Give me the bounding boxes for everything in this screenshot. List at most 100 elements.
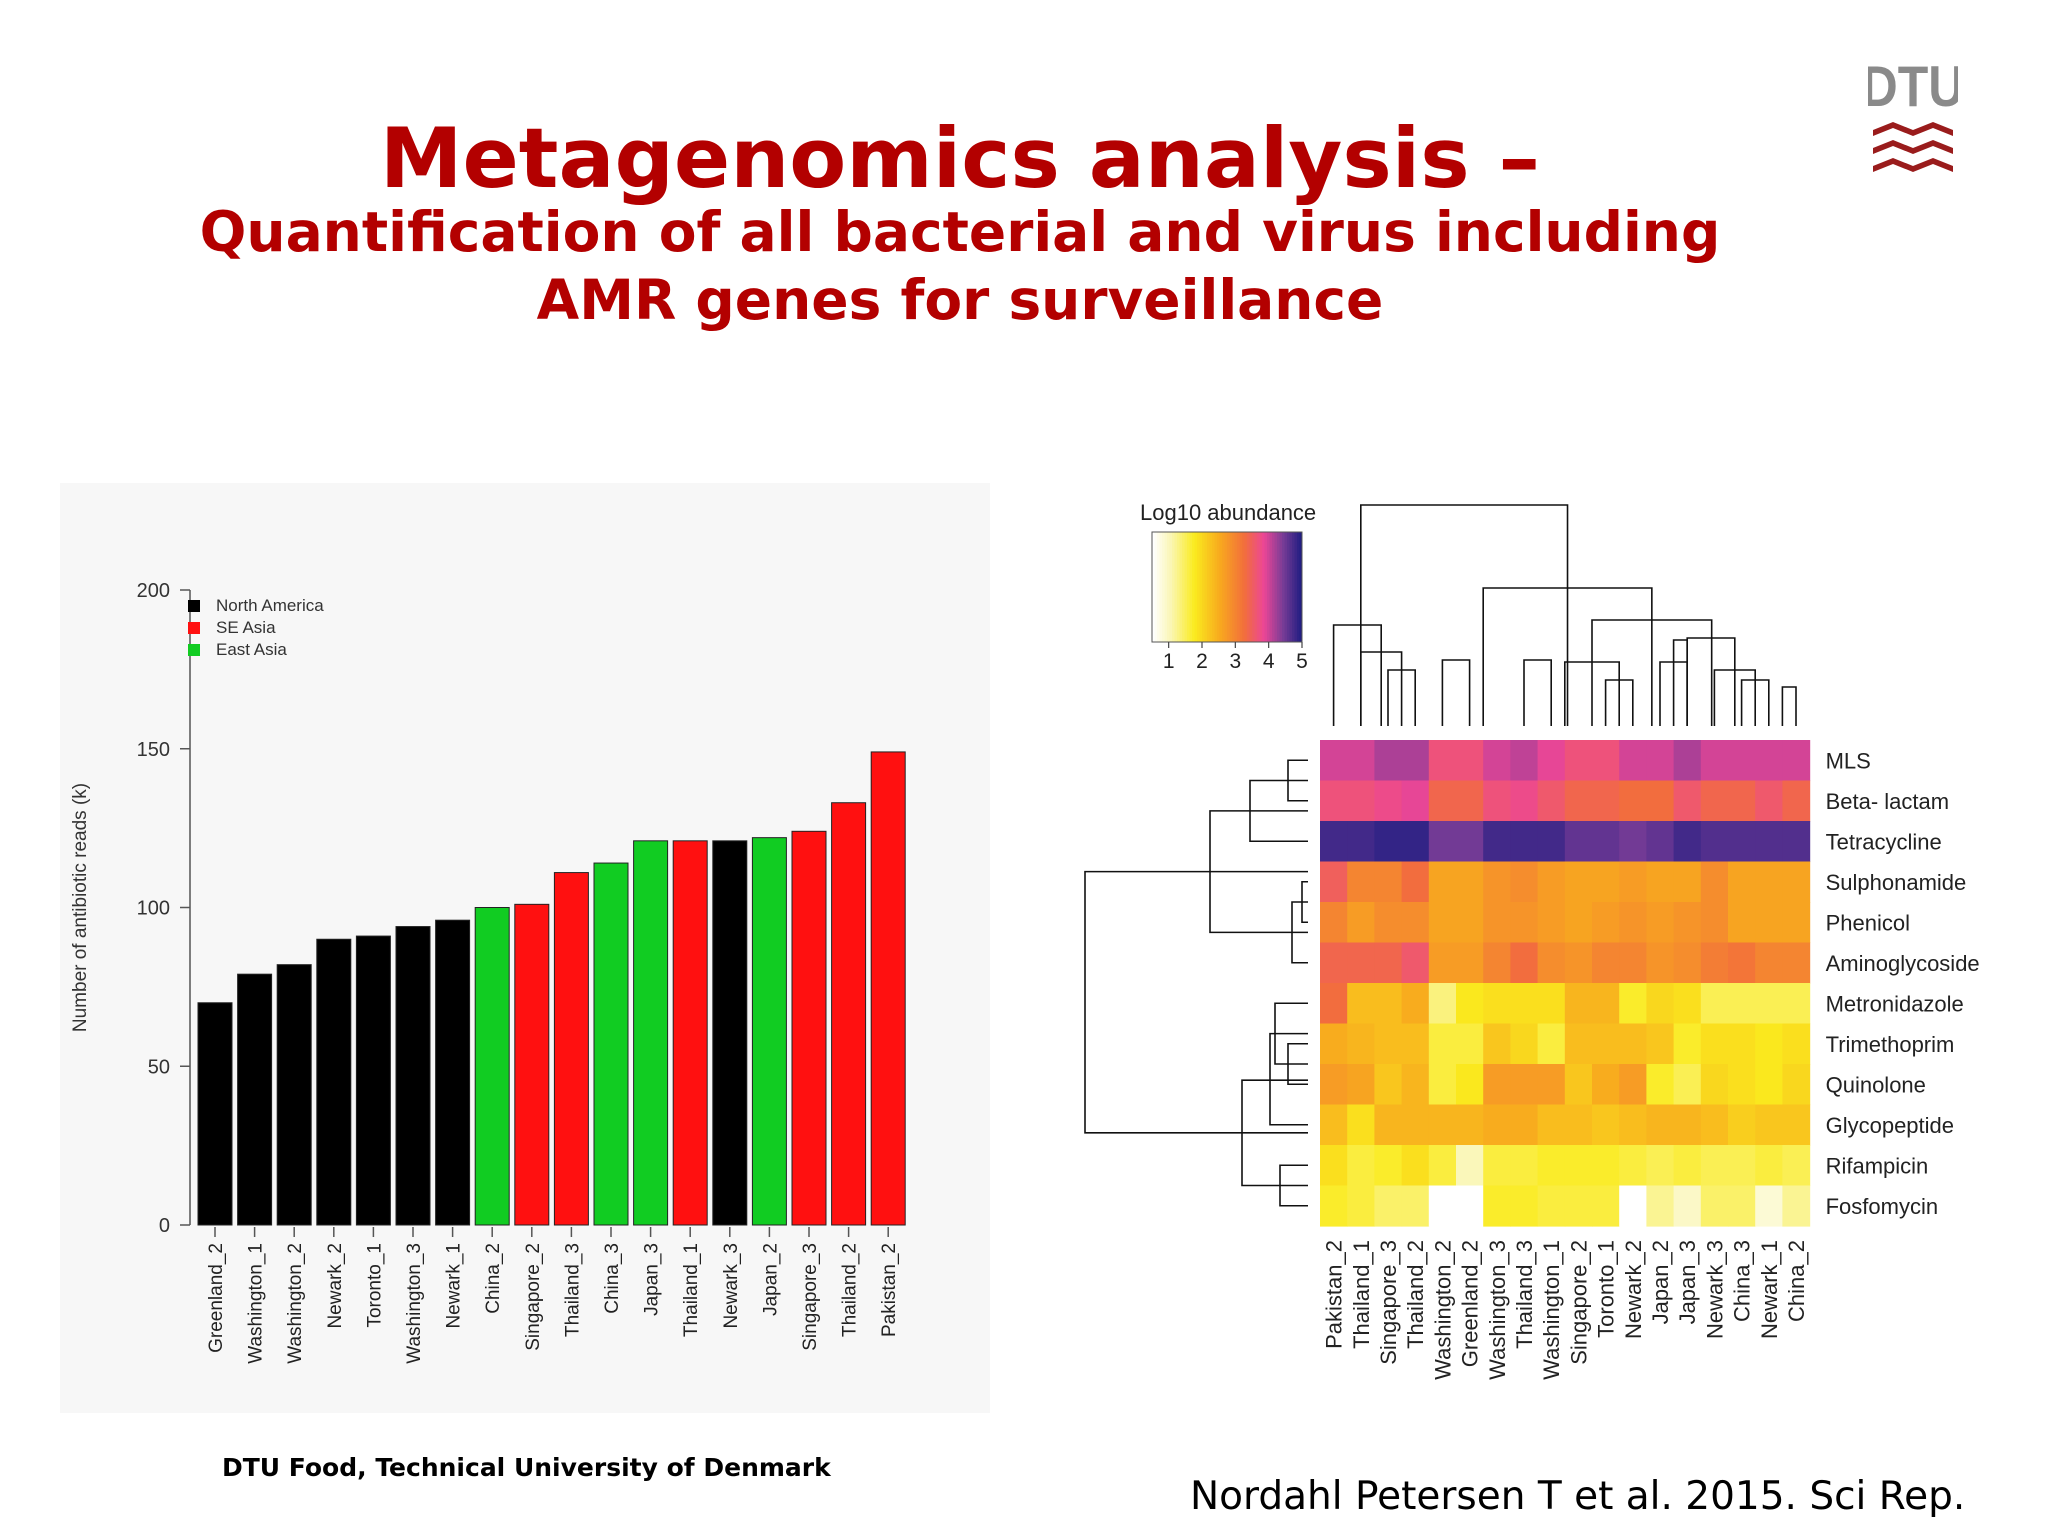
bar: [237, 973, 273, 1226]
heat-cell: [1564, 1145, 1593, 1187]
x-tick-label: Thailand_2: [840, 1243, 861, 1337]
heat-cell: [1728, 942, 1756, 984]
heat-cell: [1320, 1023, 1348, 1065]
heat-cell: [1755, 780, 1783, 822]
color-key-segment: [1282, 532, 1285, 642]
color-key-segment: [1214, 532, 1218, 642]
legend-swatch: [188, 622, 200, 634]
heat-cell: [1782, 1185, 1811, 1227]
heat-cell: [1782, 821, 1811, 863]
heat-cell: [1700, 942, 1729, 984]
heat-cell: [1510, 983, 1539, 1025]
heat-cell: [1646, 861, 1675, 903]
heat-cell: [1401, 902, 1430, 944]
heat-cell: [1428, 1145, 1457, 1187]
heat-row-label: Beta- lactam: [1826, 789, 1950, 814]
heat-cell: [1401, 740, 1430, 782]
heat-cell: [1646, 1145, 1675, 1187]
heat-col-label: China_3: [1730, 1240, 1755, 1322]
x-tick-label: Newark_1: [444, 1243, 465, 1329]
color-key-segment: [1162, 532, 1165, 642]
heat-cell: [1700, 740, 1729, 782]
heat-cell: [1320, 1104, 1348, 1146]
heat-cell: [1646, 902, 1675, 944]
heat-cell: [1700, 861, 1729, 903]
heat-row-label: MLS: [1826, 748, 1871, 773]
heat-cell: [1510, 1023, 1539, 1065]
color-key-segment: [1299, 532, 1303, 642]
heat-cell: [1646, 983, 1675, 1025]
heat-cell: [1347, 1064, 1375, 1106]
x-tick-label: Thailand_3: [562, 1243, 583, 1337]
heat-cell: [1510, 780, 1539, 822]
heat-cell: [1401, 1145, 1430, 1187]
heat-cell: [1755, 1104, 1783, 1146]
heat-cell: [1619, 942, 1647, 984]
legend-label: SE Asia: [216, 618, 276, 637]
heat-cell: [1510, 740, 1539, 782]
heat-cell: [1374, 942, 1403, 984]
heat-cell: [1374, 780, 1403, 822]
heat-col-label: Greenland_2: [1458, 1240, 1483, 1367]
dendrogram-branch: [1084, 870, 1308, 1134]
heat-cell: [1347, 861, 1375, 903]
bar: [197, 1002, 233, 1226]
heat-cell: [1619, 740, 1647, 782]
legend-swatch: [188, 644, 200, 656]
heat-cell: [1592, 1023, 1620, 1065]
x-tick-label: Japan_3: [642, 1243, 663, 1316]
x-tick-label: Greenland_2: [206, 1243, 227, 1353]
heat-cell: [1646, 740, 1675, 782]
x-tick-label: Singapore_2: [523, 1243, 544, 1351]
slide-subtitle-line1: Quantification of all bacterial and viru…: [199, 200, 1721, 264]
color-key-segment: [1224, 532, 1228, 642]
heat-cell: [1347, 1145, 1375, 1187]
heat-cell: [1456, 780, 1484, 822]
heat-cell: [1374, 1185, 1403, 1227]
heat-cell: [1619, 1185, 1647, 1227]
heat-cell: [1510, 942, 1539, 984]
heat-cell: [1428, 821, 1457, 863]
heat-cell: [1728, 861, 1756, 903]
color-key-segment: [1257, 532, 1260, 642]
heat-cell: [1428, 740, 1457, 782]
color-key-segment: [1189, 532, 1193, 642]
heat-cell: [1673, 861, 1702, 903]
heat-cell: [1673, 1023, 1702, 1065]
color-key-tick-label: 1: [1163, 650, 1175, 673]
heat-cell: [1537, 821, 1566, 863]
heat-cell: [1782, 780, 1811, 822]
heat-cell: [1755, 861, 1783, 903]
heat-col-label: Washington_1: [1539, 1240, 1564, 1380]
color-key-tick-label: 3: [1229, 650, 1241, 673]
color-key-segment: [1242, 532, 1245, 642]
color-key-segment: [1234, 532, 1238, 642]
heat-cell: [1673, 1104, 1702, 1146]
color-key-segment: [1157, 532, 1160, 642]
heat-cell: [1673, 983, 1702, 1025]
heat-cell: [1537, 983, 1566, 1025]
heat-cell: [1456, 942, 1484, 984]
legend-swatch: [188, 600, 200, 612]
color-key-segment: [1194, 532, 1198, 642]
heat-cell: [1564, 780, 1593, 822]
heat-col-label: Washington_2: [1430, 1240, 1455, 1380]
color-key-segment: [1272, 532, 1275, 642]
color-key-segment: [1174, 532, 1178, 642]
heat-cell: [1374, 983, 1403, 1025]
bar: [316, 938, 352, 1226]
heat-cell: [1320, 780, 1348, 822]
color-key-segment: [1227, 532, 1230, 642]
color-key-segment: [1219, 532, 1223, 642]
color-key-segment: [1184, 532, 1188, 642]
heat-cell: [1537, 861, 1566, 903]
heat-cell: [1537, 1185, 1566, 1227]
color-key-tick-label: 2: [1196, 650, 1208, 673]
color-key-segment: [1237, 532, 1240, 642]
x-tick-label: Washington_2: [285, 1243, 306, 1364]
heat-cell: [1456, 1104, 1484, 1146]
heat-cell: [1374, 1104, 1403, 1146]
color-key-segment: [1292, 532, 1295, 642]
color-key-tick-label: 4: [1263, 650, 1275, 673]
heat-cell: [1510, 1064, 1539, 1106]
